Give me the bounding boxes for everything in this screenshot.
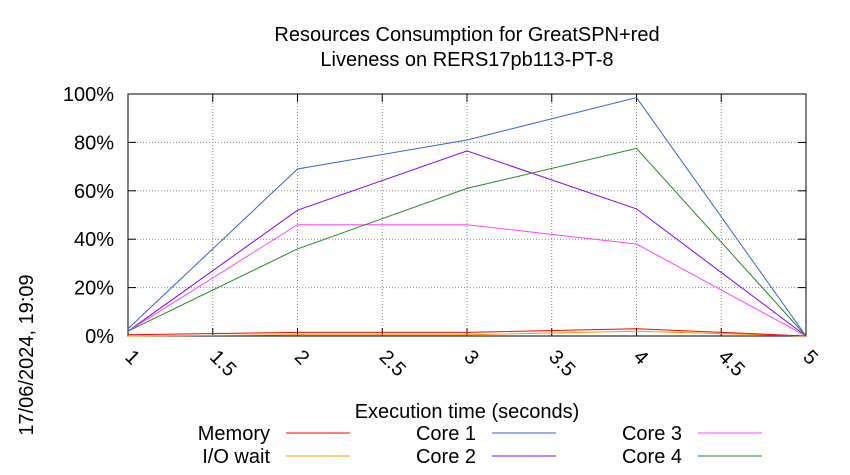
y-tick-label: 60% [74,181,114,203]
timestamp-label: 17/06/2024, 19:09 [16,274,38,435]
legend-label-core-4: Core 4 [622,446,682,468]
x-tick-label: 5 [798,346,821,369]
x-tick-label: 4 [629,346,652,369]
chart-title-line-2: Liveness on RERS17pb113-PT-8 [320,49,613,71]
grid [128,94,806,336]
x-axis-label: Execution time (seconds) [355,401,580,423]
series-lines [127,97,807,337]
series-line-core-3 [127,224,807,337]
series-line-core-1 [127,97,807,337]
x-tick-label: 1 [120,346,143,369]
series-line-i-o-wait [127,330,807,337]
legend-label-core-3: Core 3 [622,423,682,445]
chart-title-line-1: Resources Consumption for GreatSPN+red [274,24,659,46]
y-tick-label: 0% [85,326,114,348]
y-tick-label: 100% [63,84,114,106]
legend-label-core-2: Core 2 [416,446,476,468]
series-line-core-2 [127,150,807,337]
x-tick-label: 4.5 [714,346,749,381]
x-tick-label: 2.5 [375,346,410,381]
legend-label-memory: Memory [198,423,270,445]
x-tick-label: 3.5 [544,346,579,381]
series-line-core-4 [127,147,807,337]
y-tick-label: 40% [74,229,114,251]
y-tick-label: 80% [74,132,114,154]
x-tick-label: 1.5 [205,346,240,381]
y-tick-label: 20% [74,278,114,300]
series-line-memory [127,328,807,337]
legend-label-core-1: Core 1 [416,423,476,445]
legend-label-i-o-wait: I/O wait [202,446,270,468]
x-tick-label: 2 [290,346,313,369]
y-axis: 0% 20% 40% 60% 80% 100% [63,84,806,348]
x-tick-label: 3 [459,346,482,369]
